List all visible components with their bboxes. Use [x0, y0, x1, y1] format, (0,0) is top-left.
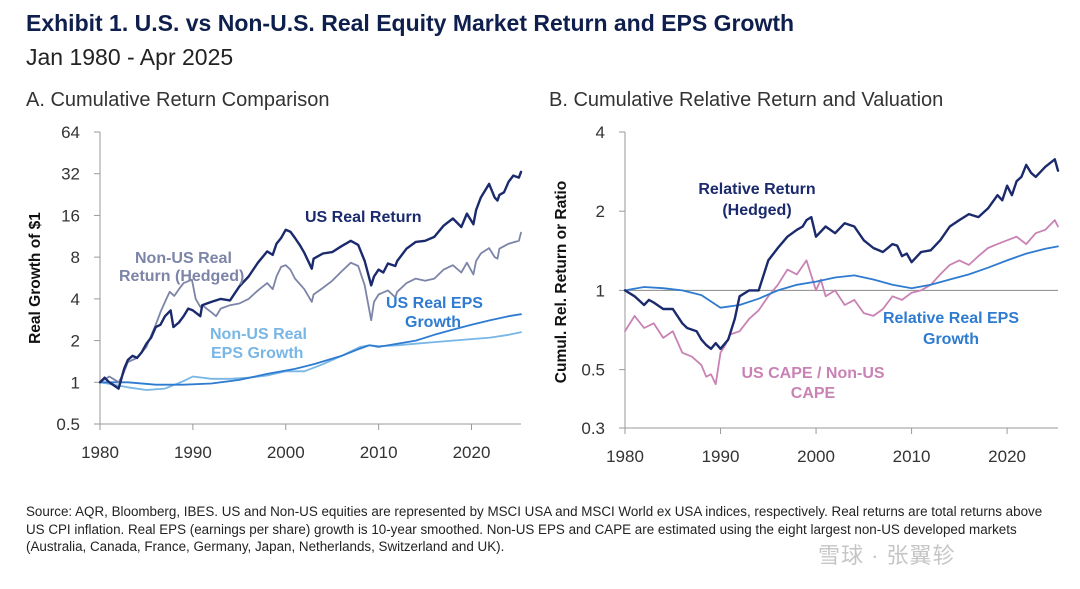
y-tick-label: 32 — [61, 165, 80, 184]
y-tick-label: 0.5 — [56, 415, 80, 434]
x-tick-label: 2010 — [893, 447, 931, 466]
y-tick-label: 2 — [71, 332, 80, 351]
x-tick-label: 1980 — [606, 447, 644, 466]
series-line-relative-return-hedged — [623, 158, 1060, 350]
series-annotation: CAPE — [791, 385, 836, 402]
series-annotation: Relative Return — [698, 181, 815, 198]
y-tick-label: 16 — [61, 206, 80, 225]
series-annotation: Return (Hedged) — [119, 268, 244, 285]
series-line-us-real-return — [98, 170, 523, 390]
series-line-non-us-real-eps-growth — [99, 331, 522, 391]
chart-panel-a: 0.5 1 2 4 8 16 32 64 1980 1990 2000 2010 2020 Real Gr… — [27, 123, 523, 462]
y-axis-label: Real Growth of $1 — [27, 212, 44, 344]
y-tick-label: 4 — [71, 290, 80, 309]
x-tick-label: 1990 — [702, 447, 740, 466]
panel-b-title: B. Cumulative Relative Return and Valuat… — [549, 89, 944, 111]
y-tick-label: 0.5 — [581, 361, 605, 380]
y-tick-label: 64 — [61, 123, 80, 142]
series-annotation: Non-US Real — [135, 250, 232, 267]
x-tick-label: 1990 — [174, 443, 212, 462]
watermark: 雪球 · 张翼轸 — [818, 543, 956, 568]
series-annotation: Relative Real EPS — [883, 310, 1019, 327]
series-annotation: Non-US Real — [210, 326, 307, 343]
x-tick-label: 2020 — [453, 443, 491, 462]
series-annotation: (Hedged) — [722, 202, 791, 219]
x-tick-label: 2000 — [797, 447, 835, 466]
series-annotation: US Real Return — [305, 209, 421, 226]
panel-a-title: A. Cumulative Return Comparison — [26, 89, 330, 111]
y-tick-label: 8 — [71, 248, 80, 267]
exhibit-subtitle: Jan 1980 - Apr 2025 — [26, 44, 234, 70]
charts-canvas: 0.5 1 2 4 8 16 32 64 1980 1990 2000 2010 2020 Real Gr… — [27, 123, 1060, 466]
series-line-non-us-real-return-hedged — [99, 231, 522, 384]
y-tick-label: 2 — [596, 202, 605, 221]
y-tick-label: 4 — [596, 123, 605, 142]
series-line-relative-real-eps-growth — [624, 245, 1059, 309]
x-tick-label: 1980 — [81, 443, 119, 462]
y-tick-label: 0.3 — [581, 419, 605, 438]
series-annotation: EPS Growth — [211, 345, 303, 362]
y-tick-label: 1 — [71, 373, 80, 392]
series-annotation: US CAPE / Non-US — [741, 365, 884, 382]
series-annotation: Growth — [405, 314, 461, 331]
series-line-us-real-eps-growth — [99, 313, 522, 386]
y-axis-label: Cumul. Rel. Return or Ratio — [553, 181, 570, 383]
x-tick-label: 2020 — [988, 447, 1026, 466]
series-annotation: Growth — [923, 331, 979, 348]
y-tick-label: 1 — [596, 281, 605, 300]
source-note: Source: AQR, Bloomberg, IBES. US and Non… — [26, 504, 1043, 554]
x-tick-label: 2010 — [360, 443, 398, 462]
chart-panel-b: 0.3 0.5 1 2 4 1980 1990 2000 2010 2020 Cumul. Rel.… — [553, 123, 1060, 466]
series-annotation: US Real EPS — [386, 295, 483, 312]
exhibit-title: Exhibit 1. U.S. vs Non-U.S. Real Equity … — [26, 10, 795, 36]
series-line-us-cape-non-us-cape — [624, 219, 1059, 386]
x-tick-label: 2000 — [267, 443, 305, 462]
